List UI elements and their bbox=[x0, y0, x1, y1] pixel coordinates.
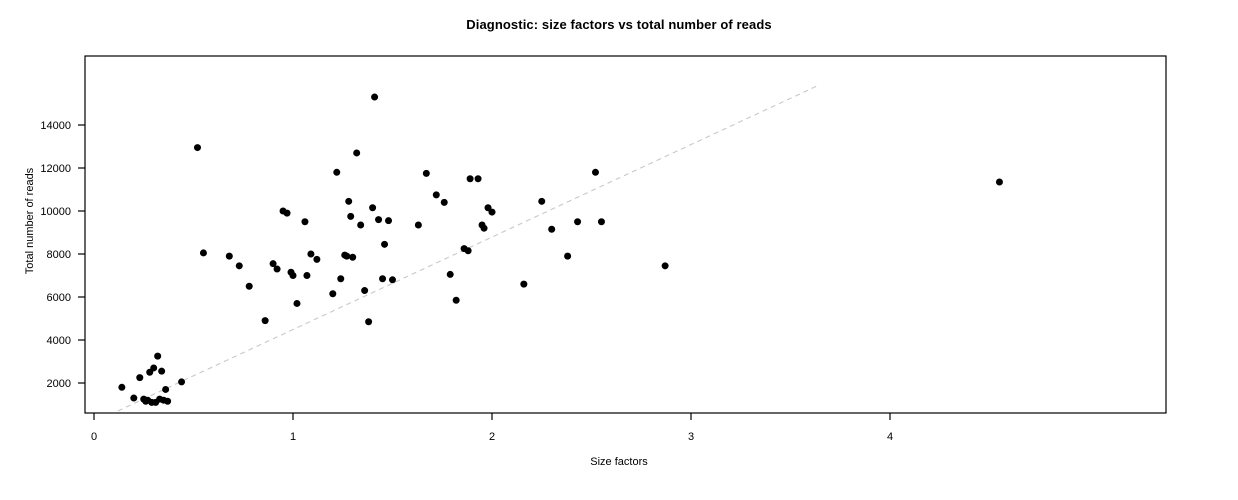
plot-frame bbox=[84, 55, 1167, 414]
data-point bbox=[136, 374, 144, 382]
data-point bbox=[548, 225, 556, 233]
data-point bbox=[313, 255, 321, 263]
data-point bbox=[329, 290, 337, 298]
x-tick-label: 0 bbox=[91, 431, 97, 443]
data-point bbox=[432, 191, 440, 199]
data-point bbox=[446, 270, 454, 278]
data-point bbox=[488, 208, 496, 216]
data-point bbox=[538, 197, 546, 205]
data-point bbox=[289, 272, 297, 279]
data-point bbox=[303, 272, 311, 279]
data-point bbox=[661, 262, 669, 270]
data-point bbox=[474, 175, 482, 183]
data-point bbox=[361, 287, 369, 295]
data-point bbox=[345, 197, 353, 205]
data-point bbox=[349, 253, 357, 261]
data-point bbox=[389, 276, 396, 284]
data-point bbox=[193, 144, 201, 152]
data-point bbox=[591, 168, 599, 176]
data-point bbox=[178, 378, 186, 386]
data-point bbox=[283, 209, 291, 217]
data-point bbox=[995, 178, 1003, 186]
data-point bbox=[269, 260, 277, 268]
data-point bbox=[150, 364, 158, 372]
data-point bbox=[414, 221, 422, 229]
x-tick-label: 2 bbox=[489, 431, 495, 443]
data-point bbox=[245, 282, 253, 290]
y-tick-label: 6000 bbox=[47, 292, 71, 304]
data-point bbox=[440, 198, 448, 206]
x-tick-label: 1 bbox=[290, 431, 296, 443]
data-point bbox=[301, 218, 309, 226]
data-point bbox=[154, 352, 162, 360]
data-point bbox=[466, 175, 474, 183]
data-point bbox=[574, 218, 582, 226]
reference-line bbox=[117, 85, 817, 412]
x-tick-label: 3 bbox=[688, 431, 694, 443]
data-point bbox=[365, 318, 373, 326]
data-point bbox=[307, 250, 315, 258]
data-point bbox=[261, 317, 269, 325]
data-point bbox=[337, 275, 345, 283]
x-tick-label: 4 bbox=[887, 431, 893, 443]
data-point bbox=[164, 397, 172, 405]
y-tick-label: 8000 bbox=[47, 249, 71, 261]
data-point bbox=[347, 212, 355, 220]
data-point bbox=[480, 224, 488, 232]
x-axis-ticks: 0 1 2 3 4 bbox=[91, 413, 893, 443]
reference-line-segment bbox=[117, 85, 817, 412]
data-point bbox=[422, 169, 430, 177]
data-point bbox=[369, 204, 377, 212]
data-point bbox=[379, 275, 387, 283]
data-point bbox=[199, 249, 207, 257]
y-tick-label: 12000 bbox=[40, 163, 71, 175]
data-point bbox=[464, 247, 472, 255]
data-point bbox=[357, 221, 365, 229]
data-point bbox=[564, 252, 572, 260]
data-point bbox=[158, 367, 166, 375]
data-point bbox=[333, 168, 341, 176]
data-point bbox=[520, 280, 528, 288]
y-axis-ticks: 2000 4000 6000 8000 10000 12000 14000 bbox=[40, 120, 85, 390]
data-point bbox=[273, 265, 281, 273]
data-point bbox=[381, 240, 389, 248]
y-tick-label: 4000 bbox=[47, 335, 71, 347]
data-point bbox=[385, 217, 393, 225]
data-points bbox=[118, 93, 1003, 406]
data-point bbox=[130, 394, 138, 402]
data-point bbox=[162, 385, 170, 393]
data-point bbox=[118, 383, 126, 391]
data-point bbox=[375, 216, 383, 224]
data-point bbox=[343, 252, 351, 260]
y-tick-label: 2000 bbox=[47, 378, 71, 390]
y-tick-label: 10000 bbox=[40, 206, 71, 218]
data-point bbox=[353, 149, 361, 157]
x-axis-label: Size factors bbox=[590, 456, 648, 468]
data-point bbox=[293, 299, 301, 307]
data-point bbox=[225, 252, 233, 260]
chart-title: Diagnostic: size factors vs total number… bbox=[466, 17, 772, 32]
data-point bbox=[452, 296, 460, 304]
y-tick-label: 14000 bbox=[40, 120, 71, 132]
data-point bbox=[597, 218, 605, 226]
data-point bbox=[235, 262, 243, 270]
data-point bbox=[371, 93, 379, 101]
